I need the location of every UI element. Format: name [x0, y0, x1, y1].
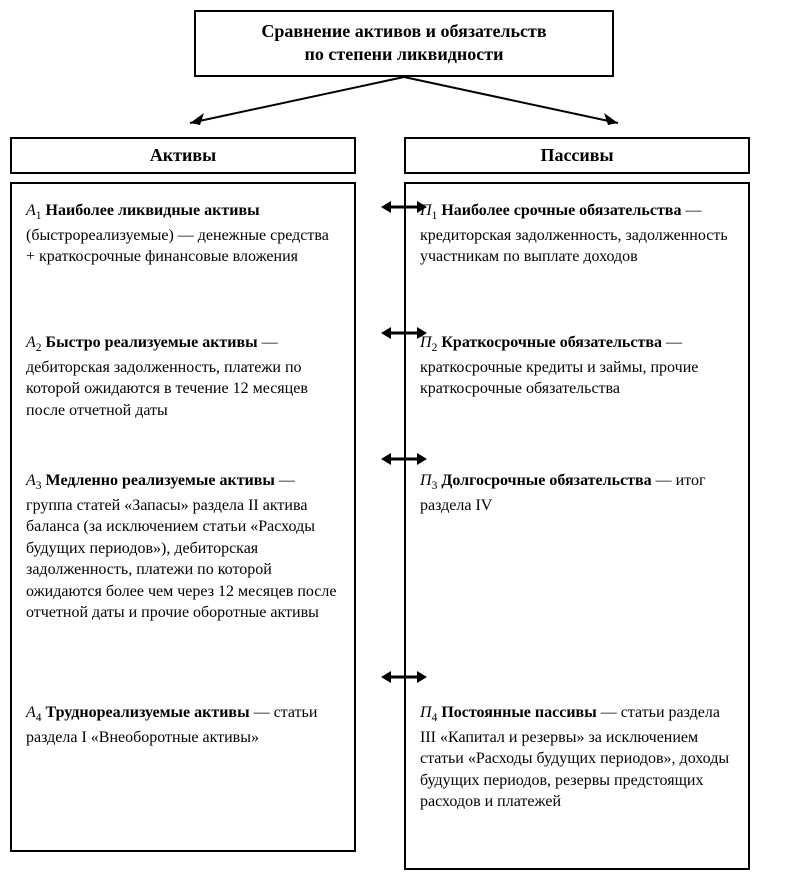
liability-entry-1: П1 Наиболее срочные обязательства — кред… [420, 200, 734, 314]
subscript: 2 [432, 342, 438, 354]
subscript: 1 [36, 210, 42, 222]
double-arrow-icon [381, 669, 427, 685]
entry-title: Наиболее срочные обязательства [441, 202, 681, 219]
compare-arrow-4 [380, 669, 428, 685]
entry-title: Краткосрочные обязательства [441, 334, 662, 351]
entry-title: Медленно реализуемые активы [46, 472, 275, 489]
assets-body: А1 Наиболее ликвидные активы (быстрореал… [10, 182, 356, 852]
subscript: 4 [432, 712, 438, 724]
entry-title: Труднореализуемые активы [46, 704, 250, 721]
asset-entry-3: А3 Медленно реализуемые активы — группа … [26, 470, 340, 684]
symbol: П [420, 704, 432, 721]
subscript: 3 [36, 480, 42, 492]
entry-description: (быстрореализуемые) — денежные средства … [26, 227, 329, 266]
subscript: 1 [432, 210, 438, 222]
branch-arrows-svg [10, 77, 798, 137]
title-box: Сравнение активов и обязательств по степ… [194, 10, 614, 77]
asset-entry-1: А1 Наиболее ликвидные активы (быстрореал… [26, 200, 340, 314]
liabilities-header: Пассивы [404, 137, 750, 174]
symbol: А [26, 202, 36, 219]
assets-header: Активы [10, 137, 356, 174]
entry-title: Долгосрочные обязательства [441, 472, 651, 489]
double-arrow-icon [381, 199, 427, 215]
title-line1: Сравнение активов и обязательств [261, 21, 546, 41]
symbol: П [420, 472, 432, 489]
split-arrows [10, 77, 798, 137]
symbol: А [26, 334, 36, 351]
double-arrow-icon [381, 325, 427, 341]
asset-entry-2: А2 Быстро реализуемые активы — дебиторск… [26, 332, 340, 452]
symbol: А [26, 472, 36, 489]
double-arrow-icon [381, 451, 427, 467]
liabilities-body: П1 Наиболее срочные обязательства — кред… [404, 182, 750, 870]
subscript: 3 [432, 480, 438, 492]
entry-title: Быстро реализуемые активы [46, 334, 258, 351]
liability-entry-3: П3 Долгосрочные обязательства — итог раз… [420, 470, 734, 684]
liability-entry-2: П2 Краткосрочные обязательства — краткос… [420, 332, 734, 452]
liability-entry-4: П4 Постоянные пассивы — статьи раздела I… [420, 702, 734, 852]
columns: Активы А1 Наиболее ликвидные активы (быс… [10, 137, 798, 870]
asset-entry-4: А4 Труднореализуемые активы — статьи раз… [26, 702, 340, 782]
entry-title: Наиболее ликвидные активы [46, 202, 260, 219]
assets-column: Активы А1 Наиболее ликвидные активы (быс… [10, 137, 356, 870]
subscript: 4 [36, 712, 42, 724]
symbol: А [26, 704, 36, 721]
compare-arrow-3 [380, 451, 428, 467]
entry-title: Постоянные пассивы [441, 704, 596, 721]
compare-arrow-2 [380, 325, 428, 341]
entry-description: — группа статей «Запасы» раздела II акти… [26, 472, 336, 622]
compare-arrow-1 [380, 199, 428, 215]
title-line2: по степени ликвидности [305, 44, 504, 64]
subscript: 2 [36, 342, 42, 354]
liabilities-column: Пассивы П1 Наиболее срочные обязательств… [404, 137, 750, 870]
